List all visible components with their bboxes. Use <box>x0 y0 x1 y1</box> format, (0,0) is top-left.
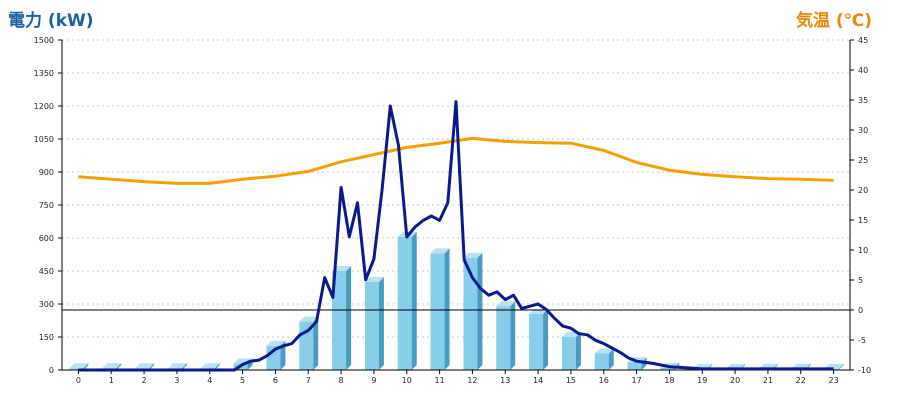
right-tick-label: 0 <box>858 306 863 315</box>
power-bar-top <box>69 363 89 369</box>
power-bar <box>332 271 347 370</box>
x-tick-label: 17 <box>631 376 641 385</box>
power-bar-top <box>102 363 122 369</box>
power-bar <box>660 367 675 370</box>
power-bar-side <box>181 363 187 370</box>
left-tick-label: 150 <box>39 333 54 342</box>
power-bar <box>496 306 511 370</box>
power-bar <box>430 253 445 370</box>
power-bar-top <box>430 248 450 254</box>
temperature-line <box>78 136 834 185</box>
right-tick-label: 40 <box>858 66 868 75</box>
x-tick-label: 2 <box>142 376 147 385</box>
power-bar-top <box>594 348 614 354</box>
tick-labels: 01503004506007509001050120013501500-10-5… <box>34 36 871 385</box>
power-bar <box>364 282 379 370</box>
power-bar-side <box>477 252 483 370</box>
x-tick-label: 14 <box>533 376 543 385</box>
right-axis-title: 気温 (℃) <box>795 11 872 31</box>
power-bar <box>397 236 412 370</box>
power-bar-top <box>463 252 483 258</box>
left-tick-label: 1050 <box>34 135 54 144</box>
left-tick-label: 600 <box>39 234 54 243</box>
power-bar-top <box>200 363 220 369</box>
power-bar-side <box>575 332 581 370</box>
left-tick-label: 1200 <box>34 102 54 111</box>
x-tick-label: 4 <box>207 376 212 385</box>
right-tick-label: 30 <box>858 126 868 135</box>
power-bar-top <box>299 316 319 322</box>
power-bar-side <box>411 231 417 370</box>
power-bar-top <box>364 277 384 282</box>
x-tick-label: 1 <box>109 376 114 385</box>
power-bar <box>529 313 544 370</box>
right-tick-label: 15 <box>858 216 868 225</box>
x-tick-label: 12 <box>467 376 477 385</box>
x-tick-label: 23 <box>828 376 838 385</box>
power-bar-side <box>543 308 549 370</box>
left-axis-title: 電力 (kW) <box>8 11 94 31</box>
x-tick-label: 21 <box>763 376 773 385</box>
x-tick-label: 20 <box>730 376 740 385</box>
right-tick-label: 5 <box>858 276 863 285</box>
x-tick-label: 5 <box>240 376 245 385</box>
series-lines <box>78 100 834 372</box>
power-bar-side <box>444 248 450 370</box>
power-bar-top <box>332 266 352 271</box>
power-bar <box>627 362 642 370</box>
right-tick-label: -10 <box>858 366 871 375</box>
power-bar-side <box>378 277 384 370</box>
power-bars <box>69 231 844 370</box>
power-bar-top <box>135 363 155 369</box>
right-tick-label: 45 <box>858 36 868 45</box>
power-bar-top <box>496 301 516 307</box>
power-bar-side <box>83 363 89 370</box>
power-bar-top <box>266 340 286 346</box>
left-tick-label: 1350 <box>34 69 54 78</box>
x-tick-label: 6 <box>273 376 278 385</box>
left-tick-label: 1500 <box>34 36 54 45</box>
power-bar-side <box>346 266 352 370</box>
power-bar <box>594 353 609 370</box>
power-bar-side <box>214 363 220 370</box>
x-tick-label: 18 <box>664 376 674 385</box>
right-tick-label: -5 <box>858 336 866 345</box>
power-bar-side <box>608 348 614 370</box>
power-bar <box>463 257 478 370</box>
power-line <box>78 100 834 372</box>
right-tick-label: 10 <box>858 246 868 255</box>
x-tick-label: 19 <box>697 376 707 385</box>
power-bar-side <box>116 363 122 370</box>
power-bar <box>69 368 84 370</box>
power-bar-top <box>167 363 187 369</box>
x-tick-label: 9 <box>371 376 376 385</box>
x-tick-label: 13 <box>500 376 510 385</box>
x-tick-label: 15 <box>566 376 576 385</box>
grid-lines <box>62 39 850 338</box>
power-bar-side <box>313 316 319 370</box>
power-bar <box>561 337 576 370</box>
x-tick-label: 8 <box>339 376 344 385</box>
x-tick-label: 11 <box>434 376 444 385</box>
x-tick-label: 3 <box>174 376 179 385</box>
right-tick-label: 20 <box>858 186 868 195</box>
x-tick-label: 22 <box>796 376 806 385</box>
axes <box>58 39 854 374</box>
x-tick-label: 0 <box>76 376 81 385</box>
power-bar-side <box>510 301 516 370</box>
right-tick-label: 25 <box>858 156 868 165</box>
x-tick-label: 7 <box>306 376 311 385</box>
left-tick-label: 0 <box>49 366 54 375</box>
right-tick-label: 35 <box>858 96 868 105</box>
x-tick-label: 16 <box>599 376 609 385</box>
left-tick-label: 750 <box>39 201 54 210</box>
x-tick-label: 10 <box>402 376 412 385</box>
left-tick-label: 300 <box>39 300 54 309</box>
power-bar-side <box>149 363 155 370</box>
left-tick-label: 450 <box>39 267 54 276</box>
power-bar-side <box>838 363 844 370</box>
left-tick-label: 900 <box>39 168 54 177</box>
